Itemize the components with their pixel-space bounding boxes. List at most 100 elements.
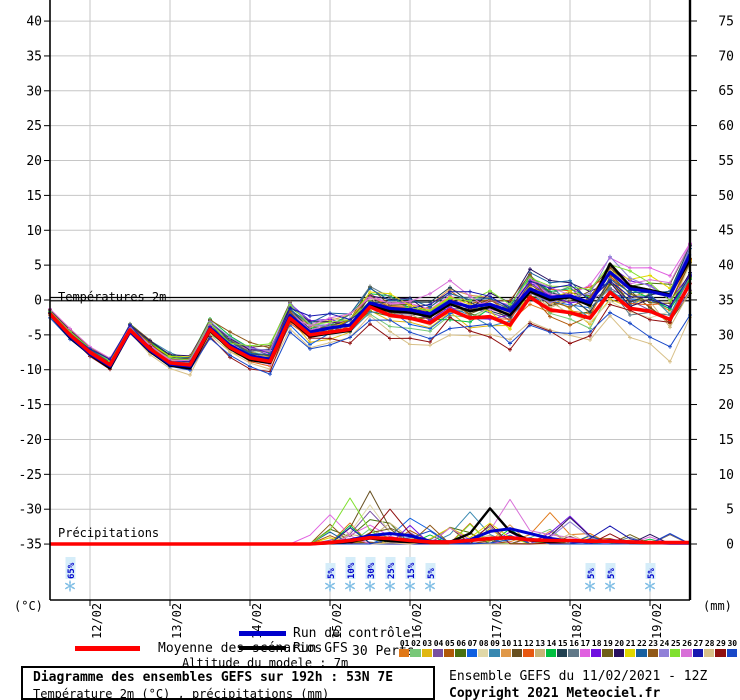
temp-axis-tick-label: -35	[19, 538, 42, 553]
perturbation-number: 30	[727, 639, 738, 648]
precip-axis-tick-label: 25	[718, 363, 734, 378]
snow-label-bg	[365, 557, 376, 579]
chart-title: Diagramme des ensembles GEFS sur 192h : …	[33, 670, 394, 685]
snow-probability-label: 5%	[427, 568, 437, 579]
temp-axis-tick-label: -30	[19, 503, 42, 518]
perturbation-color-swatch	[421, 649, 432, 657]
perturbation-color-swatch	[692, 649, 704, 657]
snowflake-icon	[424, 580, 436, 592]
perturbation-color-swatch	[579, 649, 591, 657]
x-date-label: 19/02	[650, 603, 664, 639]
right-axis-unit-label: (mm)	[703, 599, 732, 613]
perturbation-number: 16	[569, 639, 579, 648]
perturbation-color-swatch	[489, 649, 500, 657]
perturbation-color-swatch	[466, 649, 478, 657]
snow-label-bg	[385, 557, 396, 579]
perturbation-number: 22	[637, 639, 647, 648]
mean-line-sample	[75, 646, 140, 651]
perturbation-number: 04	[433, 639, 444, 648]
perturbation-number: 05	[445, 639, 455, 648]
temp-axis-tick-label: 25	[26, 119, 42, 134]
mean-temp-line	[48, 282, 692, 367]
snow-probability-label: 5%	[587, 568, 597, 579]
perturbation-color-swatch	[602, 649, 613, 657]
perturbation-color-swatch	[568, 649, 579, 657]
precip-axis-tick-label: 10	[718, 468, 734, 483]
perturbation-number: 08	[478, 639, 489, 648]
perturbation-number: 02	[411, 639, 421, 648]
x-date-label: 14/02	[250, 603, 264, 639]
perturbation-number: 17	[580, 639, 591, 648]
perturbation-color-key: 01 02 03 04 05 06 07 08 09 10 11 12 13 14 15 16 17 18 19 20…	[399, 639, 739, 657]
snowflake-icon	[604, 580, 616, 592]
snowflake-icon	[64, 580, 76, 592]
snowflake-icon	[364, 580, 376, 592]
snowflake-icon	[584, 580, 596, 592]
perturbation-color-swatch	[500, 649, 511, 657]
perturbation-number: 28	[704, 639, 715, 648]
left-axis-unit-label: (°C)	[14, 599, 43, 613]
perturbation-color-swatch	[557, 649, 568, 657]
temp-axis-tick-label: 35	[26, 49, 42, 64]
x-date-label: 17/02	[490, 603, 504, 639]
perturbation-number: 09	[490, 639, 500, 648]
precip-axis-tick-label: 60	[718, 119, 734, 134]
perturbation-number: 10	[501, 639, 512, 648]
perturbation-color-swatch	[624, 649, 636, 657]
perturbation-number: 19	[603, 639, 613, 648]
perturbation-color-swatch	[613, 649, 624, 657]
perturbation-number: 15	[557, 639, 568, 648]
temp-axis-tick-label: 40	[26, 15, 42, 30]
snow-probability-label: 25%	[387, 562, 397, 579]
perturbation-color-swatch	[681, 649, 692, 657]
perturbation-number: 20	[614, 639, 625, 648]
perturbation-number: 06	[456, 639, 466, 648]
temp-axis-tick-label: 30	[26, 84, 42, 99]
perturbation-color-swatch	[478, 649, 489, 657]
perturbation-number: 14	[546, 639, 557, 648]
temp-axis-tick-label: 15	[26, 189, 42, 204]
gfs-run-line-sample	[239, 646, 286, 650]
perturbation-color-swatch	[399, 649, 410, 657]
temp-axis-tick-label: -20	[19, 433, 42, 448]
perturbation-color-swatch	[455, 649, 466, 657]
snow-probability-label: 30%	[367, 562, 377, 579]
precip-axis-tick-label: 40	[718, 259, 734, 274]
snow-label-bg	[585, 563, 596, 579]
legend-gfs-label: Run GFS	[293, 641, 348, 656]
perturbation-number: 01	[399, 639, 410, 648]
precip-axis-tick-label: 35	[718, 293, 734, 308]
snow-label-bg	[65, 557, 76, 579]
chart-title-box: Diagramme des ensembles GEFS sur 192h : …	[21, 666, 435, 700]
perturbation-number: 29	[716, 639, 726, 648]
x-date-label: 12/02	[90, 603, 104, 639]
perturbation-number: 24	[659, 639, 670, 648]
snowflake-icon	[404, 580, 416, 592]
precip-axis-tick-label: 0	[726, 538, 734, 553]
temp-axis-tick-label: 10	[26, 224, 42, 239]
perturbation-color-swatch	[534, 649, 545, 657]
snow-probability-label: 5%	[607, 568, 617, 579]
precip-axis-tick-label: 65	[718, 84, 734, 99]
x-date-label: 13/02	[170, 603, 184, 639]
snowflake-icon	[384, 580, 396, 592]
perturbation-color-swatch	[647, 649, 658, 657]
perturbation-number: 26	[682, 639, 692, 648]
temp-axis-tick-label: -5	[26, 328, 42, 343]
perturbation-color-swatch	[444, 649, 455, 657]
precip-axis-tick-label: 55	[718, 154, 734, 169]
x-date-label: 16/02	[410, 603, 424, 639]
snow-label-bg	[405, 557, 416, 579]
perturbation-color-swatch	[591, 649, 602, 657]
temp-axis-tick-label: 0	[34, 294, 42, 309]
perturbation-number: 25	[670, 639, 681, 648]
perturbation-number: 21	[625, 639, 636, 648]
perturbation-number: 07	[467, 639, 478, 648]
precip-axis-tick-label: 50	[718, 189, 734, 204]
snow-label-bg	[645, 563, 656, 579]
perturbation-color-swatch	[715, 649, 726, 657]
precipitation-series-label: Précipitations	[58, 526, 160, 540]
snowflake-icon	[324, 580, 336, 592]
